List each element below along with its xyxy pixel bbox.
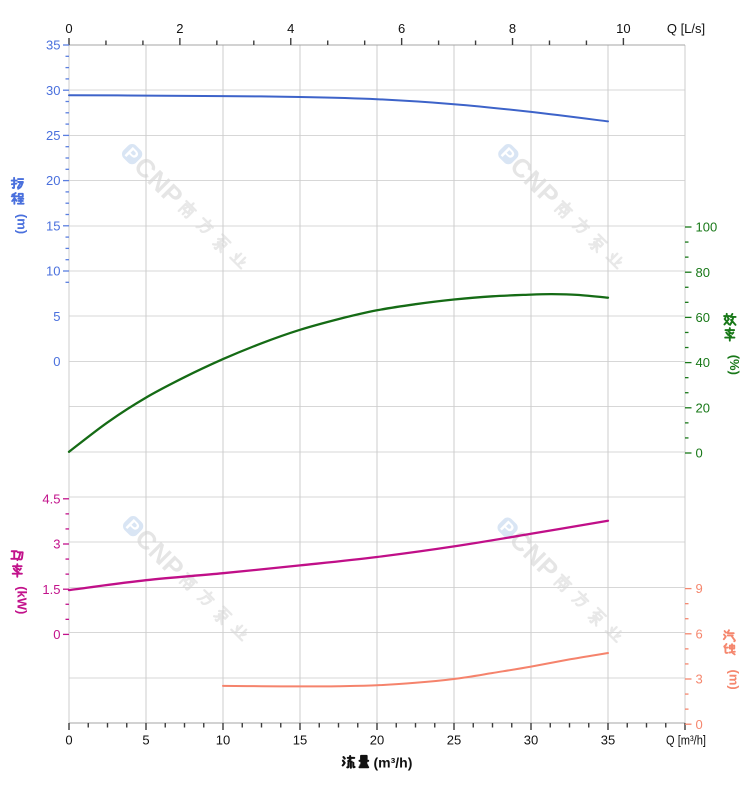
svg-text:Q [L/s]: Q [L/s] — [667, 21, 705, 36]
svg-text:10: 10 — [216, 733, 230, 748]
svg-text:6: 6 — [696, 626, 703, 641]
svg-text:3: 3 — [53, 537, 60, 552]
svg-text:(%): (%) — [727, 355, 742, 375]
svg-text:25: 25 — [447, 733, 461, 748]
svg-text:(m³/h): (m³/h) — [374, 754, 413, 770]
svg-text:15: 15 — [46, 218, 60, 233]
svg-text:100: 100 — [696, 220, 718, 235]
svg-text:40: 40 — [696, 355, 710, 370]
svg-text:1.5: 1.5 — [42, 582, 60, 597]
svg-text:3: 3 — [696, 672, 703, 687]
svg-text:35: 35 — [601, 733, 615, 748]
svg-text:30: 30 — [524, 733, 538, 748]
svg-text:35: 35 — [46, 38, 60, 53]
svg-text:0: 0 — [696, 717, 703, 732]
svg-text:0: 0 — [65, 21, 72, 36]
svg-text:0: 0 — [53, 627, 60, 642]
svg-text:0: 0 — [696, 446, 703, 461]
svg-text:(kW): (kW) — [14, 586, 29, 614]
svg-text:6: 6 — [398, 21, 405, 36]
svg-text:60: 60 — [696, 310, 710, 325]
svg-text:20: 20 — [696, 400, 710, 415]
svg-text:30: 30 — [46, 83, 60, 98]
svg-text:80: 80 — [696, 265, 710, 280]
svg-text:20: 20 — [370, 733, 384, 748]
svg-text:2: 2 — [176, 21, 183, 36]
svg-text:0: 0 — [53, 354, 60, 369]
svg-text:0: 0 — [65, 733, 72, 748]
svg-text:Q [m³/h]: Q [m³/h] — [666, 733, 706, 748]
svg-text:15: 15 — [293, 733, 307, 748]
svg-text:4.5: 4.5 — [42, 491, 60, 506]
svg-text:25: 25 — [46, 128, 60, 143]
svg-text:(m): (m) — [727, 669, 742, 689]
svg-text:5: 5 — [53, 309, 60, 324]
svg-text:(m): (m) — [15, 214, 30, 234]
svg-text:4: 4 — [287, 21, 294, 36]
svg-text:8: 8 — [509, 21, 516, 36]
svg-text:10: 10 — [616, 21, 630, 36]
svg-text:20: 20 — [46, 173, 60, 188]
svg-text:5: 5 — [142, 733, 149, 748]
svg-text:10: 10 — [46, 264, 60, 279]
svg-text:9: 9 — [696, 581, 703, 596]
